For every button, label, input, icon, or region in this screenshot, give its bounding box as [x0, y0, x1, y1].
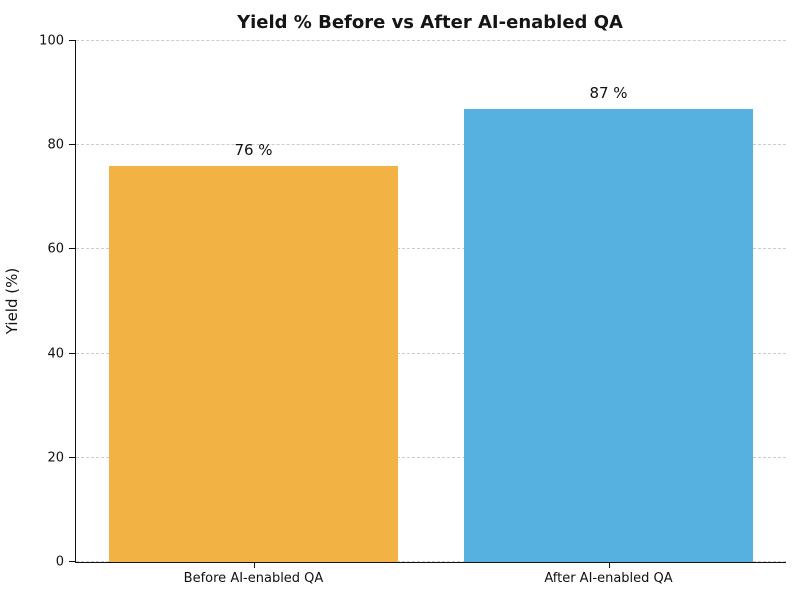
y-tick-mark-20	[69, 456, 76, 458]
bar-value-label-after: 87 %	[589, 83, 628, 102]
gridline-y-80	[76, 144, 786, 146]
x-tick-label-1: After AI-enabled QA	[544, 571, 673, 586]
y-tick-label-80: 80	[47, 137, 64, 153]
y-tick-mark-60	[69, 248, 76, 250]
y-tick-mark-40	[69, 352, 76, 354]
bar-before	[108, 166, 399, 562]
y-tick-label-60: 60	[47, 241, 64, 257]
gridline-y-0	[76, 561, 786, 562]
plot-area: 0 20 40 60 80 100 76 % Before AI-enabled QA 87 %…	[39, 34, 786, 586]
y-tick-mark-80	[69, 144, 76, 146]
y-tick-label-100: 100	[39, 33, 64, 49]
x-tick-label-0: Before AI-enabled QA	[183, 571, 324, 586]
x-tick-mark-0	[253, 562, 255, 568]
y-tick-mark-0	[69, 561, 76, 562]
y-tick-label-20: 20	[47, 450, 64, 466]
chart-title: Yield % Before vs After AI-enabled QA	[237, 12, 623, 33]
y-axis-label: Yield (%)	[3, 267, 21, 335]
gridline-y-20	[76, 456, 786, 458]
y-tick-mark-100	[69, 40, 76, 41]
gridline-y-60	[76, 248, 786, 250]
gridline-y-100	[76, 40, 786, 41]
bar-after	[463, 108, 754, 562]
y-tick-label-40: 40	[47, 346, 64, 362]
x-tick-mark-1	[608, 562, 610, 568]
gridline-y-40	[76, 352, 786, 354]
bar-value-label-before: 76 %	[234, 141, 273, 160]
y-tick-label-0: 0	[55, 554, 64, 570]
